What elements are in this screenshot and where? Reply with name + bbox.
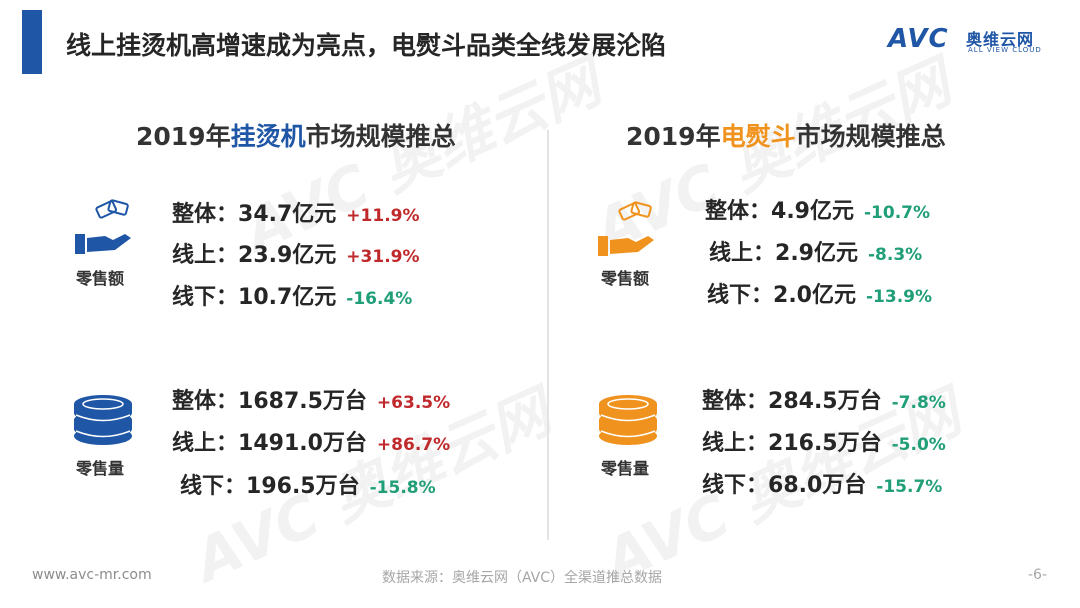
left-section-title: 2019年挂烫机市场规模推总 <box>136 117 456 153</box>
footer-data-source: 数据来源：奥维云网（AVC）全渠道推总数据 <box>382 570 663 586</box>
stat-row: 整体：1687.5万台 +63.5% <box>172 383 450 415</box>
stat-change: -15.8% <box>369 478 436 498</box>
stat-change: -7.8% <box>891 393 946 413</box>
stat-change: -8.3% <box>868 245 923 265</box>
left-title-suffix: 市场规模推总 <box>305 122 456 151</box>
stat-row: 整体：284.5万台 -7.8% <box>702 383 946 415</box>
stat-change: -13.9% <box>866 287 933 307</box>
stat-value: 284.5万台 <box>768 389 882 414</box>
stat-row: 线上：216.5万台 -5.0% <box>702 425 946 457</box>
stat-label: 线下： <box>180 474 247 499</box>
stat-value: 23.9亿元 <box>238 243 337 268</box>
stat-row: 整体：4.9亿元 -10.7% <box>705 193 930 225</box>
stat-label: 整体： <box>702 389 769 414</box>
stat-row: 线上：1491.0万台 +86.7% <box>172 425 450 457</box>
stat-row: 线上：2.9亿元 -8.3% <box>709 235 922 267</box>
stat-label: 线下： <box>702 473 769 498</box>
stat-label: 线上： <box>702 431 769 456</box>
left-title-highlight: 挂烫机 <box>230 122 306 151</box>
page-number: -6- <box>1028 567 1048 583</box>
stat-value: 68.0万台 <box>768 473 867 498</box>
stat-change: -15.7% <box>876 477 943 497</box>
stat-change: -10.7% <box>864 203 931 223</box>
stat-label: 整体： <box>172 202 239 227</box>
stat-change: +11.9% <box>346 206 420 226</box>
stat-value: 1687.5万台 <box>238 389 367 414</box>
logo-english-name: ALL VIEW CLOUD <box>968 46 1042 54</box>
right-title-suffix: 市场规模推总 <box>795 122 946 151</box>
stat-change: -5.0% <box>891 435 946 455</box>
stat-row: 整体：34.7亿元 +11.9% <box>172 196 420 228</box>
stat-value: 34.7亿元 <box>238 202 337 227</box>
stat-row: 线下：2.0亿元 -13.9% <box>707 277 932 309</box>
retail-revenue-label: 零售额 <box>76 269 125 288</box>
stat-value: 1491.0万台 <box>238 431 367 456</box>
logo-mark: AVC <box>888 24 949 54</box>
slide-title: 线上挂烫机高增速成为亮点，电熨斗品类全线发展沦陷 <box>66 31 667 60</box>
stat-label: 线下： <box>172 285 239 310</box>
title-accent-bar <box>22 10 42 74</box>
logo-chinese-name: 奥维云网 <box>966 30 1035 49</box>
retail-volume-label: 零售量 <box>601 459 650 478</box>
stat-value: 10.7亿元 <box>238 285 337 310</box>
stat-label: 整体： <box>172 389 239 414</box>
stat-change: +63.5% <box>376 393 451 413</box>
retail-volume-label: 零售量 <box>76 459 125 478</box>
left-title-prefix: 2019年 <box>136 122 231 151</box>
stat-row: 线下：68.0万台 -15.7% <box>702 467 942 499</box>
stat-label: 线上： <box>172 431 239 456</box>
money-hand-icon <box>596 200 666 256</box>
stat-row: 线下：196.5万台 -15.8% <box>180 468 436 500</box>
stat-row: 线上：23.9亿元 +31.9% <box>172 237 420 269</box>
stat-label: 整体： <box>705 199 772 224</box>
stat-value: 4.9亿元 <box>771 199 854 224</box>
avc-logo: AVC 奥维云网 ALL VIEW CLOUD <box>888 24 1058 54</box>
money-hand-icon <box>73 198 143 254</box>
stat-change: -16.4% <box>346 289 413 309</box>
coin-stack-icon <box>597 394 667 445</box>
retail-revenue-label: 零售额 <box>601 269 650 288</box>
stat-change: +31.9% <box>346 247 420 267</box>
coin-stack-icon <box>72 394 142 445</box>
stat-label: 线上： <box>709 241 776 266</box>
stat-value: 216.5万台 <box>768 431 882 456</box>
stat-value: 196.5万台 <box>246 474 360 499</box>
stat-row: 线下：10.7亿元 -16.4% <box>172 279 412 311</box>
right-title-prefix: 2019年 <box>626 122 721 151</box>
right-title-highlight: 电熨斗 <box>720 122 796 151</box>
footer-website: www.avc-mr.com <box>32 567 152 583</box>
stat-label: 线下： <box>707 283 774 308</box>
right-section-title: 2019年电熨斗市场规模推总 <box>626 117 946 153</box>
stat-change: +86.7% <box>376 435 451 455</box>
column-divider <box>547 130 549 540</box>
stat-value: 2.9亿元 <box>775 241 858 266</box>
stat-value: 2.0亿元 <box>773 283 856 308</box>
stat-label: 线上： <box>172 243 239 268</box>
